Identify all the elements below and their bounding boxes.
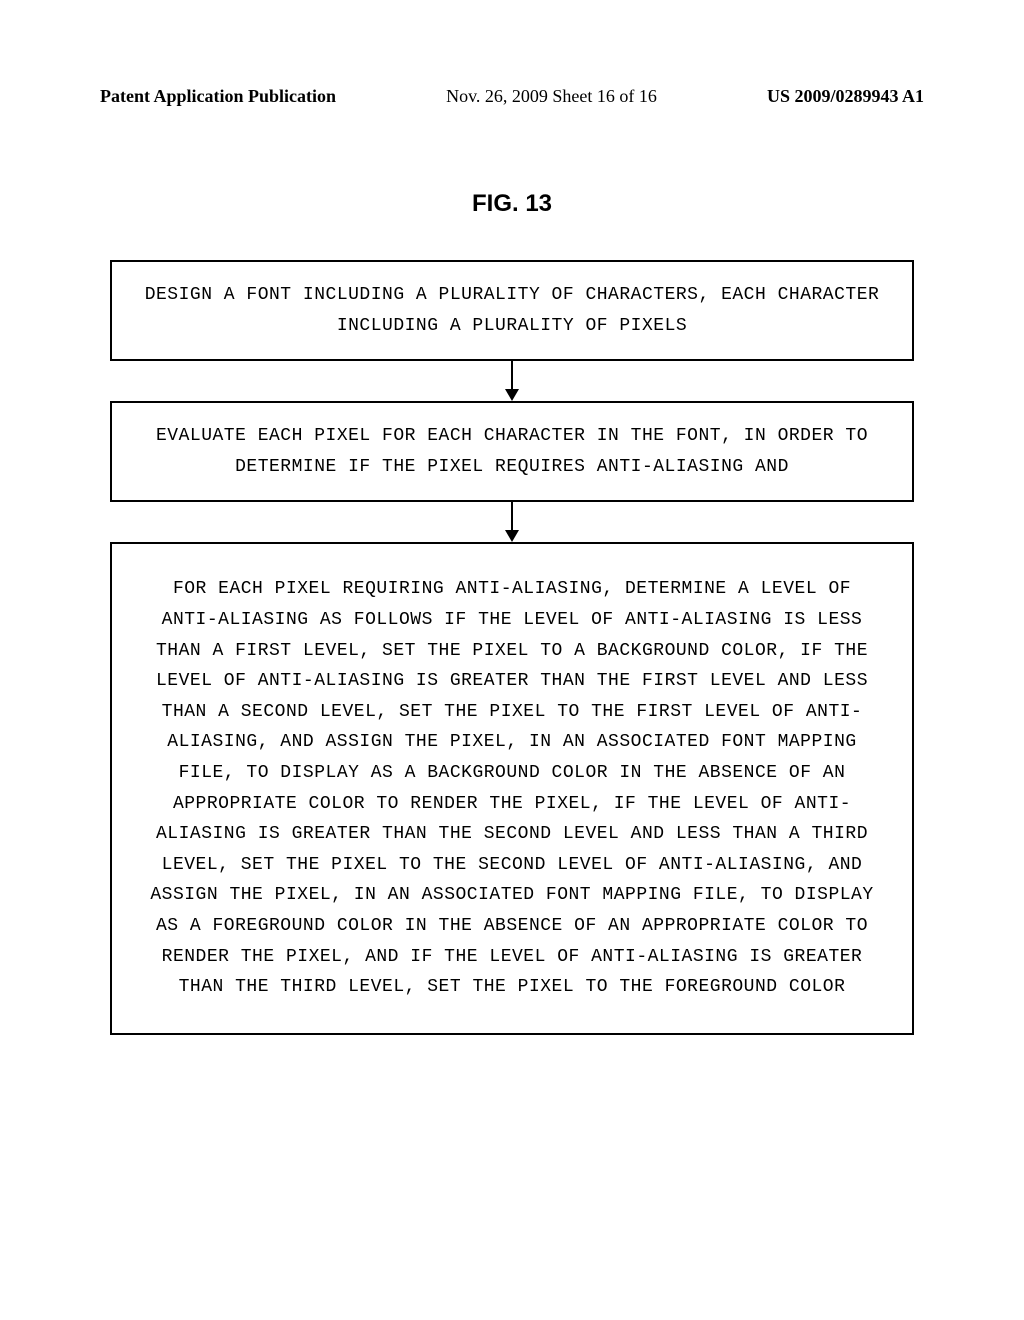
flow-box-1: DESIGN A FONT INCLUDING A PLURALITY OF C… xyxy=(110,260,914,361)
arrow-head-icon xyxy=(505,530,519,542)
header-left: Patent Application Publication xyxy=(100,86,336,107)
arrow-line-icon xyxy=(511,502,513,530)
flow-box-2: EVALUATE EACH PIXEL FOR EACH CHARACTER I… xyxy=(110,401,914,502)
page-header: Patent Application Publication Nov. 26, … xyxy=(100,86,924,107)
arrow-line-icon xyxy=(511,361,513,389)
figure-title: FIG. 13 xyxy=(0,190,1024,218)
header-right: US 2009/0289943 A1 xyxy=(767,86,924,107)
arrow-head-icon xyxy=(505,389,519,401)
flowchart: DESIGN A FONT INCLUDING A PLURALITY OF C… xyxy=(110,260,914,1035)
flow-arrow-2 xyxy=(505,502,519,542)
flow-arrow-1 xyxy=(505,361,519,401)
header-center: Nov. 26, 2009 Sheet 16 of 16 xyxy=(446,86,657,107)
flow-box-3: FOR EACH PIXEL REQUIRING ANTI-ALIASING, … xyxy=(110,542,914,1034)
